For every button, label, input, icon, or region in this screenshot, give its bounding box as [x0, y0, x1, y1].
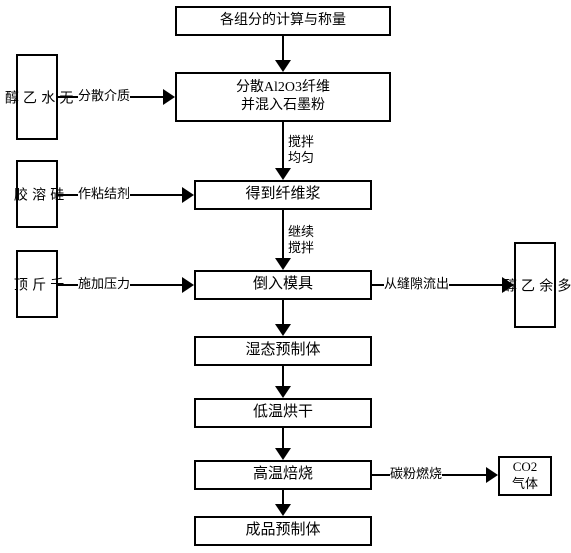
node-s2: 硅 溶 胶: [16, 160, 58, 228]
node-o1: 多 余 乙 醇: [514, 242, 556, 328]
arrow-down-label-1: 搅拌 均匀: [288, 134, 314, 165]
node-s3: 千 斤 顶: [16, 250, 58, 318]
node-s1: 无 水 乙 醇: [16, 54, 58, 140]
arrow-down-5: [273, 428, 293, 460]
arrow-right-label-1: 作粘结剂: [78, 186, 130, 202]
node-n7: 高温焙烧: [194, 460, 372, 490]
arrow-down-label-2: 继续 搅拌: [288, 224, 314, 255]
arrow-down-0: [273, 36, 293, 72]
node-n5: 湿态预制体: [194, 336, 372, 366]
node-n6: 低温烘干: [194, 398, 372, 428]
arrow-right-label-4: 碳粉燃烧: [390, 466, 442, 482]
arrow-right-label-0: 分散介质: [78, 88, 130, 104]
node-n2: 分散Al2O3纤维 并混入石墨粉: [175, 72, 391, 122]
node-n8: 成品预制体: [194, 516, 372, 546]
arrow-down-3: [273, 300, 293, 336]
arrow-down-4: [273, 366, 293, 398]
arrow-down-6: [273, 490, 293, 516]
arrow-right-label-3: 从缝隙流出: [384, 276, 449, 292]
node-n3: 得到纤维浆: [194, 180, 372, 210]
node-n1: 各组分的计算与称量: [175, 6, 391, 36]
node-o2: CO2 气体: [498, 456, 552, 496]
arrow-right-label-2: 施加压力: [78, 276, 130, 292]
node-n4: 倒入模具: [194, 270, 372, 300]
